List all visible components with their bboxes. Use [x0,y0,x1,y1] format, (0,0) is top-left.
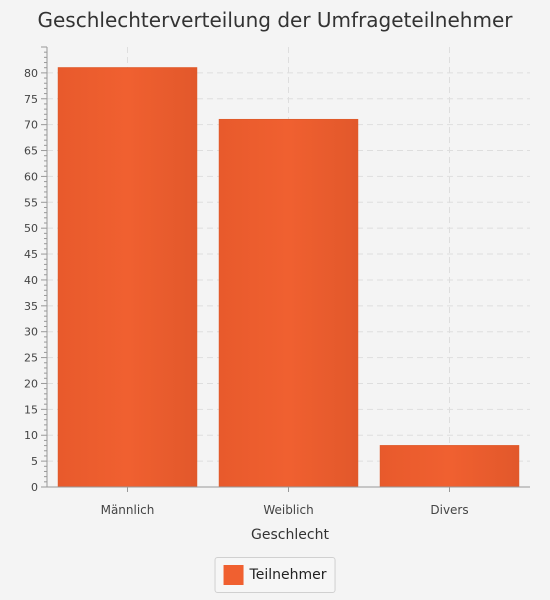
y-tick-label: 60 [24,170,38,183]
x-tick-label: Weiblich [263,503,313,517]
bars [57,67,520,488]
y-tick-label: 5 [31,455,38,468]
y-tick-label: 10 [24,429,38,442]
y-tick-label: 20 [24,377,38,390]
legend-label-teilnehmer: Teilnehmer [249,567,327,583]
y-tick-label: 50 [24,222,38,235]
bar-1[interactable] [57,67,198,488]
y-tick-label: 40 [24,274,38,287]
legend[interactable]: Teilnehmer [214,557,336,593]
y-tick-label: 35 [24,300,38,313]
bar-3[interactable] [379,445,520,488]
bar-2[interactable] [218,118,359,488]
y-tick-label: 0 [31,481,38,494]
y-tick-label: 30 [24,326,38,339]
x-axis-title: Geschlecht [251,527,329,543]
x-tick-label: Männlich [101,503,155,517]
y-tick-label: 25 [24,352,38,365]
axes [41,46,530,492]
x-tick-label: Divers [430,503,468,517]
y-tick-label: 75 [24,93,38,106]
y-tick-label: 55 [24,196,38,209]
legend-swatch [223,565,244,585]
axis-labels: 0 5 10 15 20 25 30 35 40 45 50 55 60 65 70 75 80 Männlich… [24,67,469,517]
y-tick-label: 70 [24,119,38,132]
y-tick-label: 45 [24,248,38,261]
y-tick-label: 65 [24,145,38,158]
chart-title: Geschlechterverteilung der Umfrageteilne… [37,8,513,32]
y-tick-label: 80 [24,67,38,80]
y-tick-label: 15 [24,403,38,416]
